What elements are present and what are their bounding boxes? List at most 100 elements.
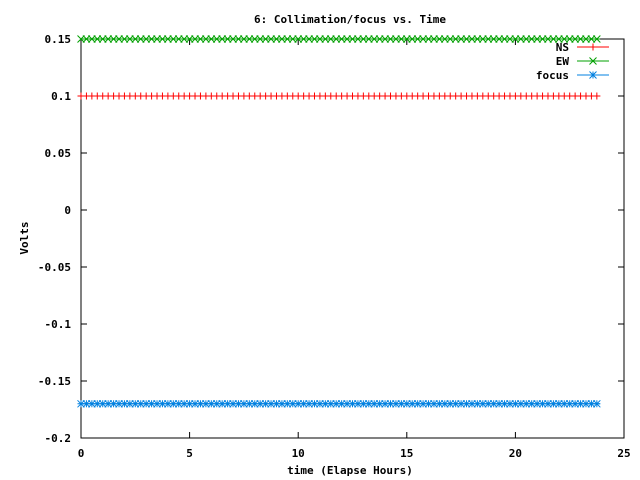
- data-point-focus: [234, 399, 243, 408]
- data-point-focus: [158, 399, 167, 408]
- data-point-focus: [164, 399, 172, 408]
- data-point-EW: [511, 35, 520, 43]
- data-point-focus: [582, 399, 590, 408]
- data-point-focus: [571, 399, 579, 408]
- data-point-focus: [310, 399, 319, 408]
- data-point-EW: [359, 35, 368, 43]
- data-point-EW: [457, 35, 465, 43]
- data-point-focus: [576, 399, 585, 408]
- y-tick-label: -0.1: [45, 318, 72, 331]
- data-point-focus: [115, 399, 123, 408]
- data-point-focus: [299, 399, 308, 408]
- data-point-focus: [500, 399, 509, 408]
- data-point-focus: [527, 399, 536, 408]
- data-point-EW: [256, 35, 265, 43]
- y-tick-label: 0.1: [51, 90, 71, 103]
- data-point-EW: [565, 35, 574, 43]
- data-point-focus: [424, 399, 433, 408]
- data-point-focus: [554, 399, 563, 408]
- data-point-EW: [147, 35, 156, 43]
- series-NS: [77, 92, 601, 100]
- data-point-focus: [478, 399, 487, 408]
- data-point-focus: [370, 399, 379, 408]
- legend-label: EW: [556, 55, 570, 68]
- data-point-EW: [207, 35, 216, 43]
- data-point-EW: [305, 35, 313, 43]
- data-point-focus: [142, 399, 151, 408]
- legend-marker: [589, 71, 597, 79]
- data-point-focus: [267, 399, 275, 408]
- data-point-focus: [451, 399, 460, 408]
- data-point-focus: [321, 399, 330, 408]
- data-point-focus: [446, 399, 455, 408]
- legend-label: NS: [556, 41, 569, 54]
- data-point-focus: [468, 399, 476, 408]
- data-point-focus: [386, 399, 395, 408]
- data-point-focus: [484, 399, 493, 408]
- data-point-EW: [250, 35, 259, 43]
- data-point-EW: [326, 35, 335, 43]
- data-point-focus: [495, 399, 503, 408]
- data-point-focus: [354, 399, 362, 408]
- data-point-focus: [565, 399, 574, 408]
- data-point-focus: [278, 399, 286, 408]
- data-point-focus: [560, 399, 569, 408]
- data-point-EW: [158, 35, 167, 43]
- data-point-EW: [506, 35, 514, 43]
- data-point-EW: [169, 35, 178, 43]
- data-point-focus: [131, 399, 140, 408]
- data-point-focus: [191, 399, 199, 408]
- y-axis-label: Volts: [18, 221, 31, 254]
- data-point-EW: [109, 35, 118, 43]
- data-point-focus: [392, 399, 400, 408]
- data-point-EW: [218, 35, 227, 43]
- data-point-EW: [240, 35, 248, 43]
- legend-entry-NS: NS: [556, 41, 609, 54]
- data-point-EW: [370, 35, 379, 43]
- legend-entry-focus: focus: [536, 69, 609, 82]
- data-point-focus: [402, 399, 411, 408]
- series-layer: [77, 35, 601, 408]
- data-point-EW: [212, 35, 221, 43]
- data-point-focus: [272, 399, 281, 408]
- data-point-EW: [82, 35, 91, 43]
- data-point-EW: [424, 35, 433, 43]
- data-point-focus: [212, 399, 221, 408]
- data-point-EW: [234, 35, 243, 43]
- data-point-focus: [364, 399, 373, 408]
- data-point-focus: [229, 399, 237, 408]
- data-point-EW: [462, 35, 471, 43]
- x-tick-label: 0: [78, 447, 85, 460]
- data-point-EW: [560, 35, 569, 43]
- data-point-focus: [506, 399, 514, 408]
- data-point-EW: [440, 35, 449, 43]
- data-point-focus: [147, 399, 156, 408]
- data-point-focus: [533, 399, 541, 408]
- data-point-focus: [169, 399, 178, 408]
- data-point-EW: [489, 35, 498, 43]
- data-point-EW: [98, 35, 107, 43]
- data-point-NS: [593, 92, 601, 100]
- data-point-focus: [457, 399, 465, 408]
- data-point-EW: [104, 35, 113, 43]
- data-point-focus: [473, 399, 482, 408]
- data-point-EW: [267, 35, 275, 43]
- data-point-EW: [419, 35, 427, 43]
- data-point-EW: [115, 35, 123, 43]
- data-point-focus: [174, 399, 183, 408]
- data-point-focus: [337, 399, 346, 408]
- data-point-EW: [413, 35, 422, 43]
- data-point-EW: [435, 35, 444, 43]
- y-tick-label: -0.05: [38, 261, 71, 274]
- y-tick-label: 0.15: [45, 33, 72, 46]
- legend-label: focus: [536, 69, 569, 82]
- data-point-EW: [332, 35, 341, 43]
- data-point-focus: [109, 399, 118, 408]
- data-point-EW: [278, 35, 286, 43]
- data-point-EW: [544, 35, 552, 43]
- data-point-focus: [592, 399, 601, 408]
- x-tick-label: 5: [186, 447, 193, 460]
- data-point-EW: [375, 35, 384, 43]
- data-point-focus: [196, 399, 205, 408]
- data-point-focus: [207, 399, 216, 408]
